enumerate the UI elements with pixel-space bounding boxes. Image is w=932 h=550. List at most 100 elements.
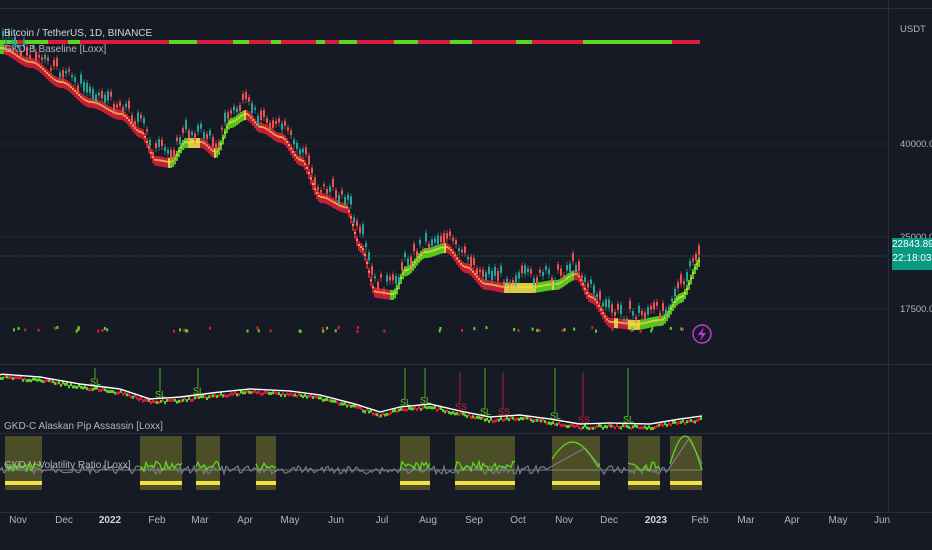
baseline-core	[308, 172, 310, 175]
candle-body	[476, 268, 478, 275]
pane-separator-main[interactable]	[0, 364, 932, 365]
price-axis[interactable]	[888, 0, 932, 512]
candle-body	[593, 285, 595, 294]
baseline-core	[488, 283, 490, 286]
confirm-bar	[400, 407, 402, 411]
confirm-bar	[108, 390, 110, 394]
confirm-bar	[464, 413, 466, 417]
signal-segment	[472, 40, 500, 44]
baseline-core	[184, 141, 186, 144]
confirm-bar	[628, 425, 630, 429]
candle-body	[569, 263, 571, 272]
signal-strip	[0, 40, 700, 44]
baseline-core	[6, 48, 8, 51]
baseline-core	[462, 264, 464, 267]
baseline-core	[614, 321, 616, 324]
vol-active-line	[195, 460, 221, 472]
confirm-bar	[536, 418, 538, 422]
baseline-core	[100, 104, 102, 107]
confirm-bar	[468, 413, 470, 417]
candle-body	[395, 276, 397, 284]
vol-threshold	[670, 481, 702, 485]
baseline-core	[210, 148, 212, 151]
confirm-bar	[130, 395, 132, 399]
baseline-core	[644, 321, 646, 324]
confirm-bar	[346, 404, 348, 408]
confirm-bar	[254, 389, 256, 393]
confirm-bar	[356, 405, 358, 409]
signal-marker	[631, 326, 634, 330]
confirm-bar	[618, 426, 620, 430]
candle-body	[11, 40, 13, 44]
baseline-core	[132, 124, 134, 127]
confirm-bar	[58, 381, 60, 385]
candle-body	[104, 94, 106, 103]
time-axis[interactable]	[0, 512, 888, 550]
confirm-bar	[534, 419, 536, 423]
confirm-bar	[406, 408, 408, 412]
confirm-bar	[80, 385, 82, 389]
candle-body	[680, 274, 682, 284]
candle-body	[251, 103, 253, 113]
pane-separator-confirm[interactable]	[0, 433, 932, 434]
confirm-bar	[322, 398, 324, 402]
confirm-bar	[100, 388, 102, 392]
confirm-bar	[480, 416, 482, 420]
confirmation-legend[interactable]: GKD-C Alaskan Pip Assassin [Loxx]	[4, 421, 163, 432]
baseline-core	[244, 113, 246, 116]
symbol-title[interactable]: Bitcoin / TetherUS, 1D, BINANCE	[4, 28, 153, 39]
signal-segment	[159, 40, 169, 44]
confirm-bar	[56, 381, 58, 385]
confirm-bar	[482, 416, 484, 420]
confirm-bar	[0, 376, 2, 380]
baseline-core	[634, 322, 636, 325]
candle-body	[227, 112, 229, 119]
candle-body	[320, 190, 322, 193]
candle-body	[344, 197, 346, 205]
candle-body	[65, 70, 67, 74]
baseline-legend[interactable]: GKD-B Baseline [Loxx]	[4, 44, 107, 55]
candle-body	[671, 298, 673, 302]
candle-body	[179, 137, 181, 145]
baseline-core	[478, 278, 480, 281]
confirm-bar	[610, 424, 612, 428]
candle-body	[686, 271, 688, 282]
baseline-core	[686, 288, 688, 291]
signal-segment	[548, 40, 560, 44]
confirm-bar	[258, 390, 260, 394]
confirm-bar	[298, 393, 300, 397]
baseline-core	[424, 251, 426, 254]
confirm-bar	[578, 426, 580, 430]
confirm-bar	[490, 417, 492, 421]
confirm-bar	[208, 395, 210, 399]
confirm-bar	[270, 392, 272, 396]
lightning-icon[interactable]	[692, 324, 712, 344]
signal-segment	[621, 40, 649, 44]
candle-body	[542, 271, 544, 277]
baseline-core	[394, 291, 396, 294]
confirm-bar	[440, 407, 442, 411]
vol-threshold	[455, 481, 515, 485]
baseline-core	[250, 116, 252, 119]
confirm-bar	[196, 395, 198, 399]
confirm-bar	[292, 393, 294, 397]
volatility-legend[interactable]: GKD-V Volatility Ratio [Loxx]	[4, 460, 131, 471]
baseline-core	[334, 201, 336, 204]
confirm-bar	[660, 422, 662, 426]
confirm-bar	[134, 394, 136, 398]
baseline-core	[228, 122, 230, 125]
confirm-bar	[454, 412, 456, 416]
candle-body	[77, 85, 79, 92]
baseline-core	[542, 284, 544, 287]
time-axis-label: Apr	[237, 515, 253, 526]
confirm-bar	[680, 420, 682, 424]
candle-body	[668, 306, 670, 310]
baseline-core	[414, 261, 416, 264]
candle-body	[407, 258, 409, 266]
confirm-bar	[214, 394, 216, 398]
baseline-core	[432, 249, 434, 252]
candle-body	[422, 249, 424, 252]
confirm-bar	[566, 424, 568, 428]
